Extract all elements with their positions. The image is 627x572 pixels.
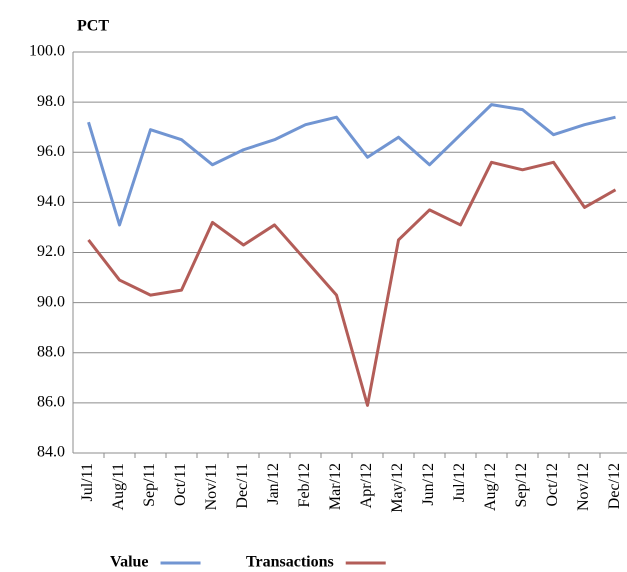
x-tick-label: Jun/12 bbox=[420, 463, 437, 506]
y-tick-label: 86.0 bbox=[37, 394, 65, 411]
y-tick-label: 96.0 bbox=[37, 143, 65, 160]
chart-title: PCT bbox=[77, 18, 109, 35]
y-tick-label: 90.0 bbox=[37, 293, 65, 310]
x-tick-label: Dec/12 bbox=[606, 463, 623, 509]
x-tick-label: Aug/11 bbox=[110, 463, 127, 510]
y-tick-label: 98.0 bbox=[37, 93, 65, 110]
legend-label: Transactions bbox=[246, 554, 334, 571]
x-tick-label: Feb/12 bbox=[296, 463, 313, 507]
x-tick-label: Jul/12 bbox=[451, 463, 468, 502]
data-line bbox=[87, 160, 617, 407]
x-tick-label: May/12 bbox=[389, 463, 406, 513]
x-tick-label: Jan/12 bbox=[265, 463, 282, 505]
legend-label: Value bbox=[110, 554, 149, 571]
x-tick-label: Oct/12 bbox=[544, 463, 561, 507]
x-tick-label: Sep/12 bbox=[513, 463, 530, 507]
x-tick-label: Oct/11 bbox=[172, 463, 189, 506]
x-tick-label: Nov/12 bbox=[575, 463, 592, 511]
x-tick-label: Mar/12 bbox=[327, 463, 344, 510]
y-tick-label: 92.0 bbox=[37, 243, 65, 260]
x-tick-label: Nov/11 bbox=[203, 463, 220, 510]
x-tick-label: Aug/12 bbox=[482, 463, 499, 511]
y-tick-label: 94.0 bbox=[37, 193, 65, 210]
y-tick-label: 100.0 bbox=[29, 43, 65, 60]
x-tick-label: Jul/11 bbox=[79, 463, 96, 502]
x-tick-label: Sep/11 bbox=[141, 463, 158, 507]
y-tick-label: 88.0 bbox=[37, 343, 65, 360]
y-tick-label: 84.0 bbox=[37, 444, 65, 461]
x-tick-label: Apr/12 bbox=[358, 463, 375, 508]
x-tick-label: Dec/11 bbox=[234, 463, 251, 509]
data-line bbox=[87, 103, 616, 227]
